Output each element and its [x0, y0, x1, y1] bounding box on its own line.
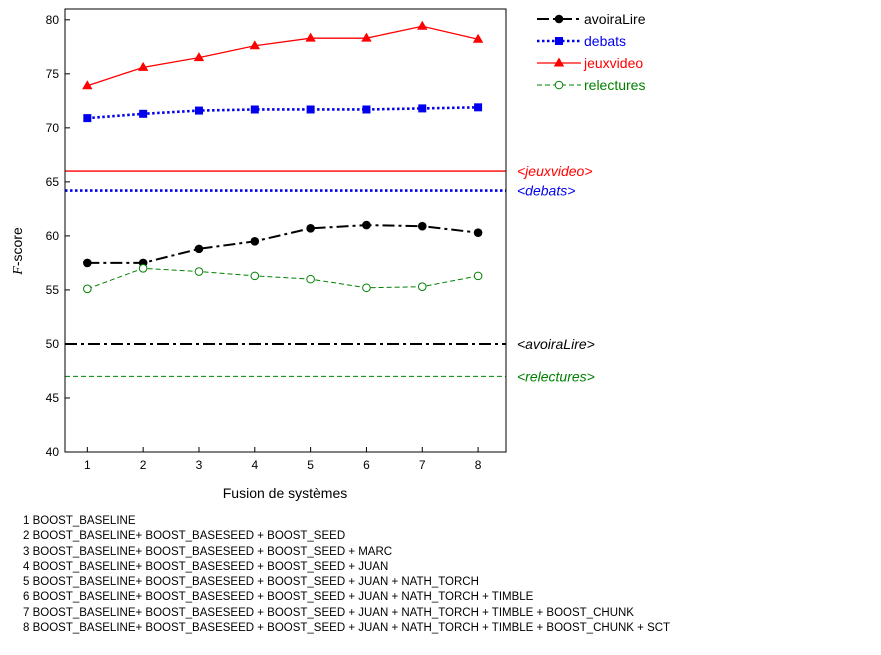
x-tick-label: 2	[140, 458, 147, 472]
note-line: 3 BOOST_BASELINE+ BOOST_BASESEED + BOOST…	[23, 545, 393, 558]
series-layer	[82, 20, 484, 294]
y-axis-title-italic: F	[11, 266, 26, 276]
y-tick-label: 50	[46, 337, 60, 351]
legend-swatch-marker	[555, 37, 563, 45]
data-point	[417, 282, 427, 291]
legend: avoiraLire debats jeuxvideo relectures	[537, 11, 646, 93]
note-line: 2 BOOST_BASELINE+ BOOST_BASESEED + BOOST…	[23, 530, 346, 543]
data-point	[305, 32, 316, 42]
legend-entry-debats: debats	[537, 33, 626, 49]
series-line	[87, 25, 479, 87]
reference-line-label: <relectures>	[517, 368, 595, 384]
series-line	[87, 224, 479, 264]
note-line: 6 BOOST_BASELINE+ BOOST_BASESEED + BOOST…	[23, 591, 534, 604]
x-tick-label: 6	[363, 458, 370, 472]
data-point	[137, 61, 149, 71]
x-axis-title: Fusion de systèmes	[223, 485, 348, 501]
note-line: 8 BOOST_BASELINE+ BOOST_BASESEED + BOOST…	[23, 622, 671, 635]
y-tick-label: 75	[46, 67, 60, 81]
data-point	[362, 105, 371, 114]
legend-entry-jeuxvideo: jeuxvideo	[537, 55, 643, 71]
note-line: 5 BOOST_BASELINE+ BOOST_BASESEED + BOOST…	[23, 576, 479, 589]
legend-swatch-marker	[554, 14, 564, 24]
note-line: 4 BOOST_BASELINE+ BOOST_BASESEED + BOOST…	[23, 560, 389, 573]
note-line: 7 BOOST_BASELINE+ BOOST_BASESEED + BOOST…	[23, 606, 634, 619]
data-point	[417, 20, 428, 30]
y-axis-title: F-score	[9, 227, 26, 276]
data-point	[473, 228, 483, 237]
data-point	[83, 258, 92, 268]
x-tick-label: 4	[251, 458, 258, 472]
reference-line-label: <jeuxvideo>	[517, 163, 593, 179]
y-tick-label: 80	[46, 13, 60, 27]
series-line	[87, 267, 479, 290]
x-tick-label: 5	[307, 458, 314, 472]
y-tick-label: 60	[46, 229, 60, 243]
series-line	[87, 106, 479, 120]
legend-label: debats	[584, 33, 626, 49]
reference-line-label: <debats>	[517, 183, 575, 199]
data-point	[83, 284, 92, 294]
data-point	[306, 274, 315, 284]
reference-line-label: <avoiraLire>	[517, 336, 595, 352]
y-tick-label: 70	[46, 121, 60, 135]
data-point	[194, 106, 203, 115]
data-point	[194, 267, 204, 276]
reference-labels-layer: <jeuxvideo> <debats> <avoiraLire> <relectur…	[517, 163, 595, 384]
legend-label: jeuxvideo	[583, 55, 643, 71]
data-point	[250, 105, 259, 114]
y-tick-label: 55	[46, 283, 60, 297]
y-axis-title-rest: -score	[9, 227, 25, 266]
reference-lines-layer	[65, 170, 506, 377]
legend-entry-avoiraLire: avoiraLire	[537, 11, 646, 27]
data-point	[193, 52, 205, 62]
data-point	[361, 32, 372, 42]
data-point	[194, 244, 204, 254]
data-point	[418, 104, 427, 113]
data-point	[82, 80, 93, 90]
legend-entry-relectures: relectures	[537, 77, 645, 93]
data-point	[306, 224, 315, 233]
series-jeuxvideo	[82, 20, 484, 90]
x-tick-label: 7	[419, 458, 426, 472]
data-point	[362, 220, 371, 230]
legend-swatch-marker	[553, 57, 565, 67]
data-point	[139, 109, 148, 118]
data-point	[417, 221, 427, 231]
y-tick-label: 40	[46, 445, 60, 459]
series-avoiraLire	[83, 220, 483, 268]
data-point	[473, 271, 483, 281]
legend-label: relectures	[584, 77, 645, 93]
data-point	[83, 114, 92, 123]
series-relectures	[83, 264, 483, 294]
legend-swatch-marker	[554, 80, 564, 90]
legend-label: avoiraLire	[584, 11, 646, 27]
plot-frame	[64, 8, 507, 453]
series-debats	[83, 103, 483, 123]
y-tick-label: 45	[46, 391, 60, 405]
data-point	[306, 105, 315, 114]
data-point	[474, 103, 483, 112]
data-point	[138, 264, 148, 273]
y-tick-label: 65	[46, 175, 60, 189]
data-point	[362, 283, 371, 293]
data-point	[250, 237, 260, 246]
x-tick-label: 3	[196, 458, 203, 472]
x-tick-label: 1	[84, 458, 91, 472]
data-point	[472, 33, 484, 43]
data-point	[249, 40, 260, 50]
note-line: 1 BOOST_BASELINE	[23, 515, 136, 527]
data-point	[250, 271, 260, 281]
x-tick-label: 8	[475, 458, 482, 472]
system-combination-notes: 1 BOOST_BASELINE 2 BOOST_BASELINE+ BOOST…	[23, 514, 670, 636]
